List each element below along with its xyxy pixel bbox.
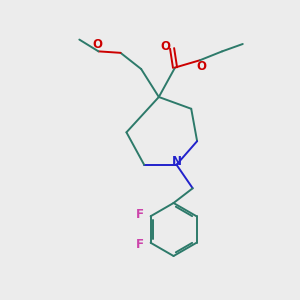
Text: O: O bbox=[196, 60, 206, 73]
Text: O: O bbox=[92, 38, 102, 51]
Text: N: N bbox=[172, 155, 182, 168]
Text: O: O bbox=[160, 40, 171, 53]
Text: F: F bbox=[136, 208, 144, 221]
Text: F: F bbox=[136, 238, 144, 251]
